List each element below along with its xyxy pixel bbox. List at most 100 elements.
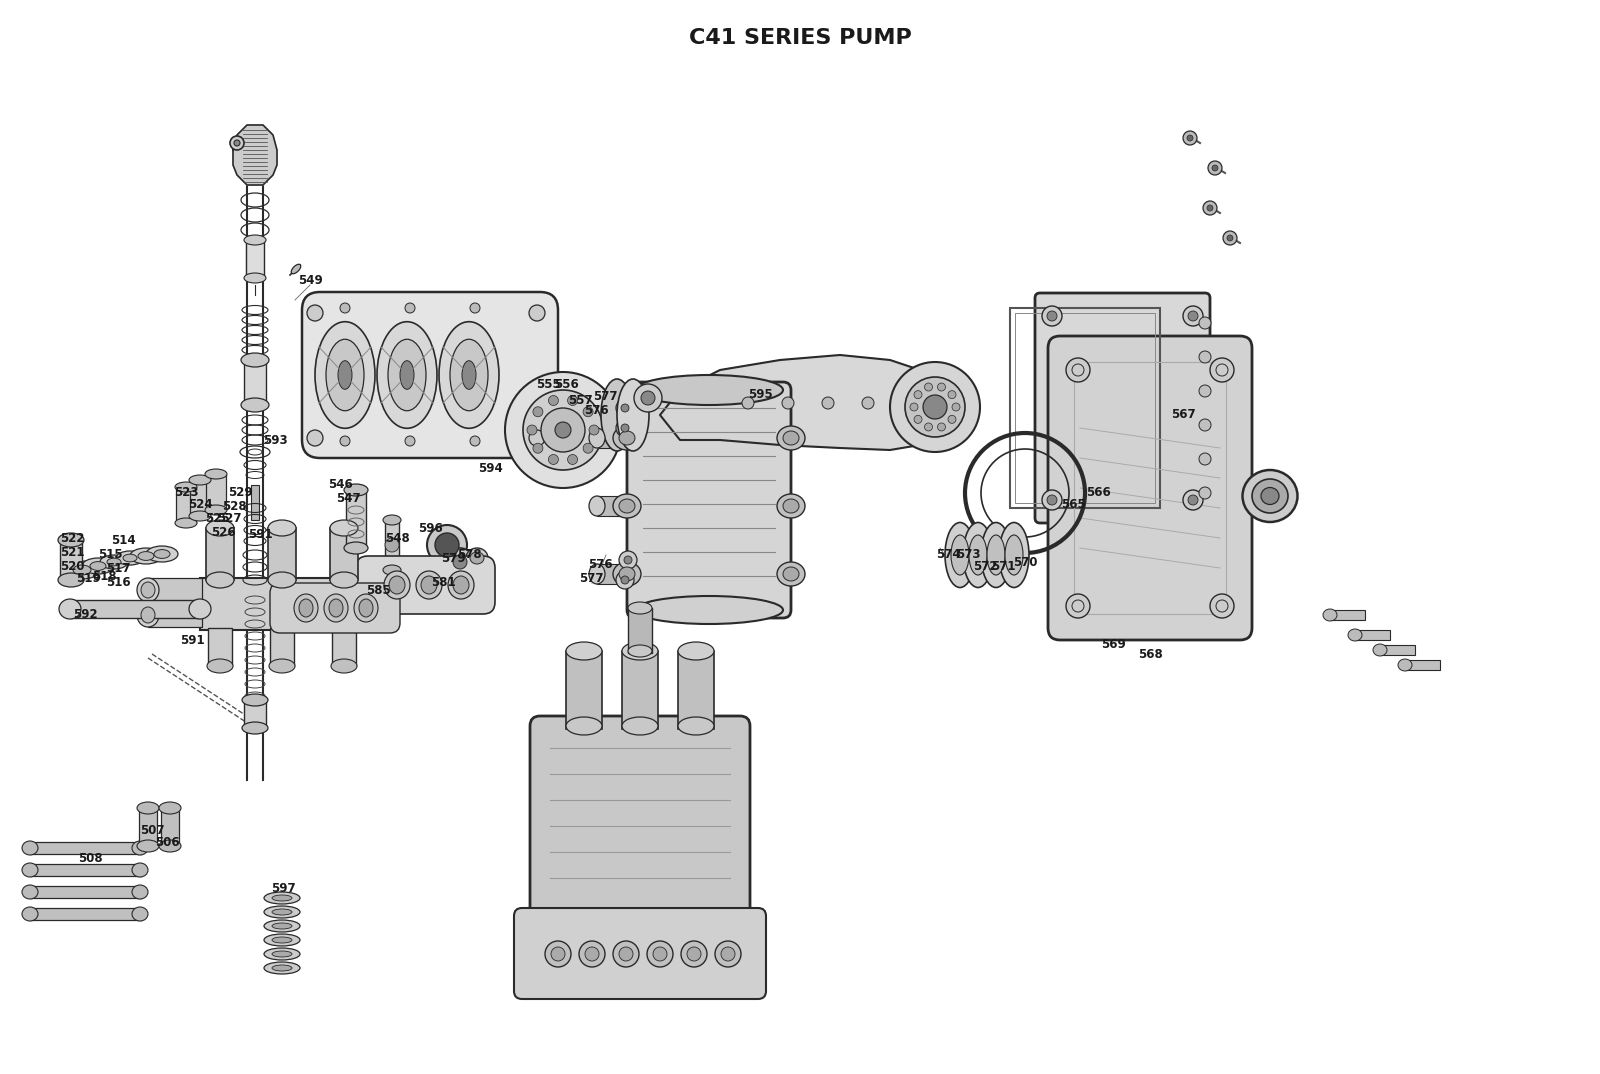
Text: 568: 568 bbox=[1138, 649, 1162, 662]
Circle shape bbox=[470, 303, 480, 313]
Ellipse shape bbox=[131, 863, 147, 877]
FancyBboxPatch shape bbox=[514, 908, 766, 999]
Circle shape bbox=[621, 404, 629, 412]
Ellipse shape bbox=[174, 518, 197, 528]
Circle shape bbox=[616, 571, 634, 589]
Ellipse shape bbox=[272, 937, 291, 943]
Ellipse shape bbox=[131, 885, 147, 899]
Bar bbox=[333, 628, 355, 666]
Circle shape bbox=[386, 538, 398, 552]
Ellipse shape bbox=[354, 594, 378, 622]
Ellipse shape bbox=[378, 322, 437, 429]
Ellipse shape bbox=[778, 426, 805, 450]
Bar bbox=[1074, 362, 1226, 614]
Ellipse shape bbox=[22, 908, 38, 921]
Text: 572: 572 bbox=[973, 561, 997, 574]
Text: 557: 557 bbox=[568, 393, 592, 406]
Text: 595: 595 bbox=[747, 388, 773, 401]
Circle shape bbox=[307, 430, 323, 446]
Ellipse shape bbox=[294, 594, 318, 622]
Ellipse shape bbox=[387, 339, 426, 410]
Ellipse shape bbox=[619, 567, 635, 581]
Ellipse shape bbox=[987, 535, 1005, 575]
Text: 581: 581 bbox=[430, 576, 456, 589]
Ellipse shape bbox=[189, 475, 211, 485]
Ellipse shape bbox=[90, 562, 106, 570]
Circle shape bbox=[742, 397, 754, 409]
Bar bbox=[243, 360, 266, 405]
Bar bbox=[270, 628, 294, 666]
Circle shape bbox=[619, 551, 637, 569]
Text: 569: 569 bbox=[1101, 638, 1125, 651]
Text: 573: 573 bbox=[955, 548, 981, 561]
Ellipse shape bbox=[963, 522, 994, 587]
Circle shape bbox=[1066, 594, 1090, 618]
Circle shape bbox=[619, 947, 634, 961]
Text: 596: 596 bbox=[418, 522, 442, 535]
Circle shape bbox=[682, 941, 707, 967]
Circle shape bbox=[533, 407, 542, 417]
Circle shape bbox=[624, 556, 632, 564]
Circle shape bbox=[405, 436, 414, 446]
Circle shape bbox=[435, 533, 459, 557]
Ellipse shape bbox=[782, 431, 798, 445]
Text: 591: 591 bbox=[179, 634, 205, 647]
FancyBboxPatch shape bbox=[1035, 293, 1210, 523]
Circle shape bbox=[1198, 453, 1211, 465]
Circle shape bbox=[568, 395, 578, 406]
Ellipse shape bbox=[323, 594, 349, 622]
Circle shape bbox=[230, 136, 243, 150]
Ellipse shape bbox=[154, 550, 170, 558]
Ellipse shape bbox=[1373, 644, 1387, 656]
Bar bbox=[1330, 610, 1365, 620]
Text: 506: 506 bbox=[155, 837, 179, 850]
Ellipse shape bbox=[315, 322, 374, 429]
Ellipse shape bbox=[635, 375, 782, 405]
Text: 517: 517 bbox=[106, 562, 130, 575]
Ellipse shape bbox=[627, 603, 653, 614]
Circle shape bbox=[782, 397, 794, 409]
Circle shape bbox=[715, 941, 741, 967]
Circle shape bbox=[453, 555, 467, 569]
Ellipse shape bbox=[82, 558, 114, 574]
Bar bbox=[200, 578, 381, 630]
Bar bbox=[30, 908, 142, 920]
Bar bbox=[139, 808, 157, 846]
Ellipse shape bbox=[242, 353, 269, 367]
Ellipse shape bbox=[22, 863, 38, 877]
Ellipse shape bbox=[264, 920, 301, 932]
Bar bbox=[206, 474, 226, 510]
Ellipse shape bbox=[384, 571, 410, 599]
Ellipse shape bbox=[344, 542, 368, 554]
Ellipse shape bbox=[1347, 629, 1362, 641]
Ellipse shape bbox=[338, 361, 352, 389]
Ellipse shape bbox=[448, 571, 474, 599]
Ellipse shape bbox=[622, 642, 658, 661]
Text: 591: 591 bbox=[248, 528, 272, 541]
Text: 574: 574 bbox=[936, 549, 960, 562]
Ellipse shape bbox=[205, 505, 227, 516]
Circle shape bbox=[586, 947, 598, 961]
Text: 526: 526 bbox=[211, 525, 235, 538]
Ellipse shape bbox=[382, 565, 402, 575]
FancyBboxPatch shape bbox=[530, 716, 750, 924]
Ellipse shape bbox=[22, 841, 38, 855]
Circle shape bbox=[621, 424, 629, 432]
Circle shape bbox=[613, 941, 638, 967]
Circle shape bbox=[822, 397, 834, 409]
Circle shape bbox=[914, 416, 922, 423]
Bar bbox=[597, 429, 629, 448]
Ellipse shape bbox=[264, 892, 301, 904]
Ellipse shape bbox=[1261, 488, 1278, 505]
FancyBboxPatch shape bbox=[1048, 336, 1251, 640]
Ellipse shape bbox=[138, 578, 158, 603]
Circle shape bbox=[947, 416, 955, 423]
Ellipse shape bbox=[189, 599, 211, 619]
Ellipse shape bbox=[330, 599, 342, 616]
Bar bbox=[566, 651, 602, 729]
Ellipse shape bbox=[416, 571, 442, 599]
Circle shape bbox=[646, 941, 674, 967]
Circle shape bbox=[579, 941, 605, 967]
Text: 555: 555 bbox=[536, 378, 560, 392]
Circle shape bbox=[1206, 205, 1213, 211]
